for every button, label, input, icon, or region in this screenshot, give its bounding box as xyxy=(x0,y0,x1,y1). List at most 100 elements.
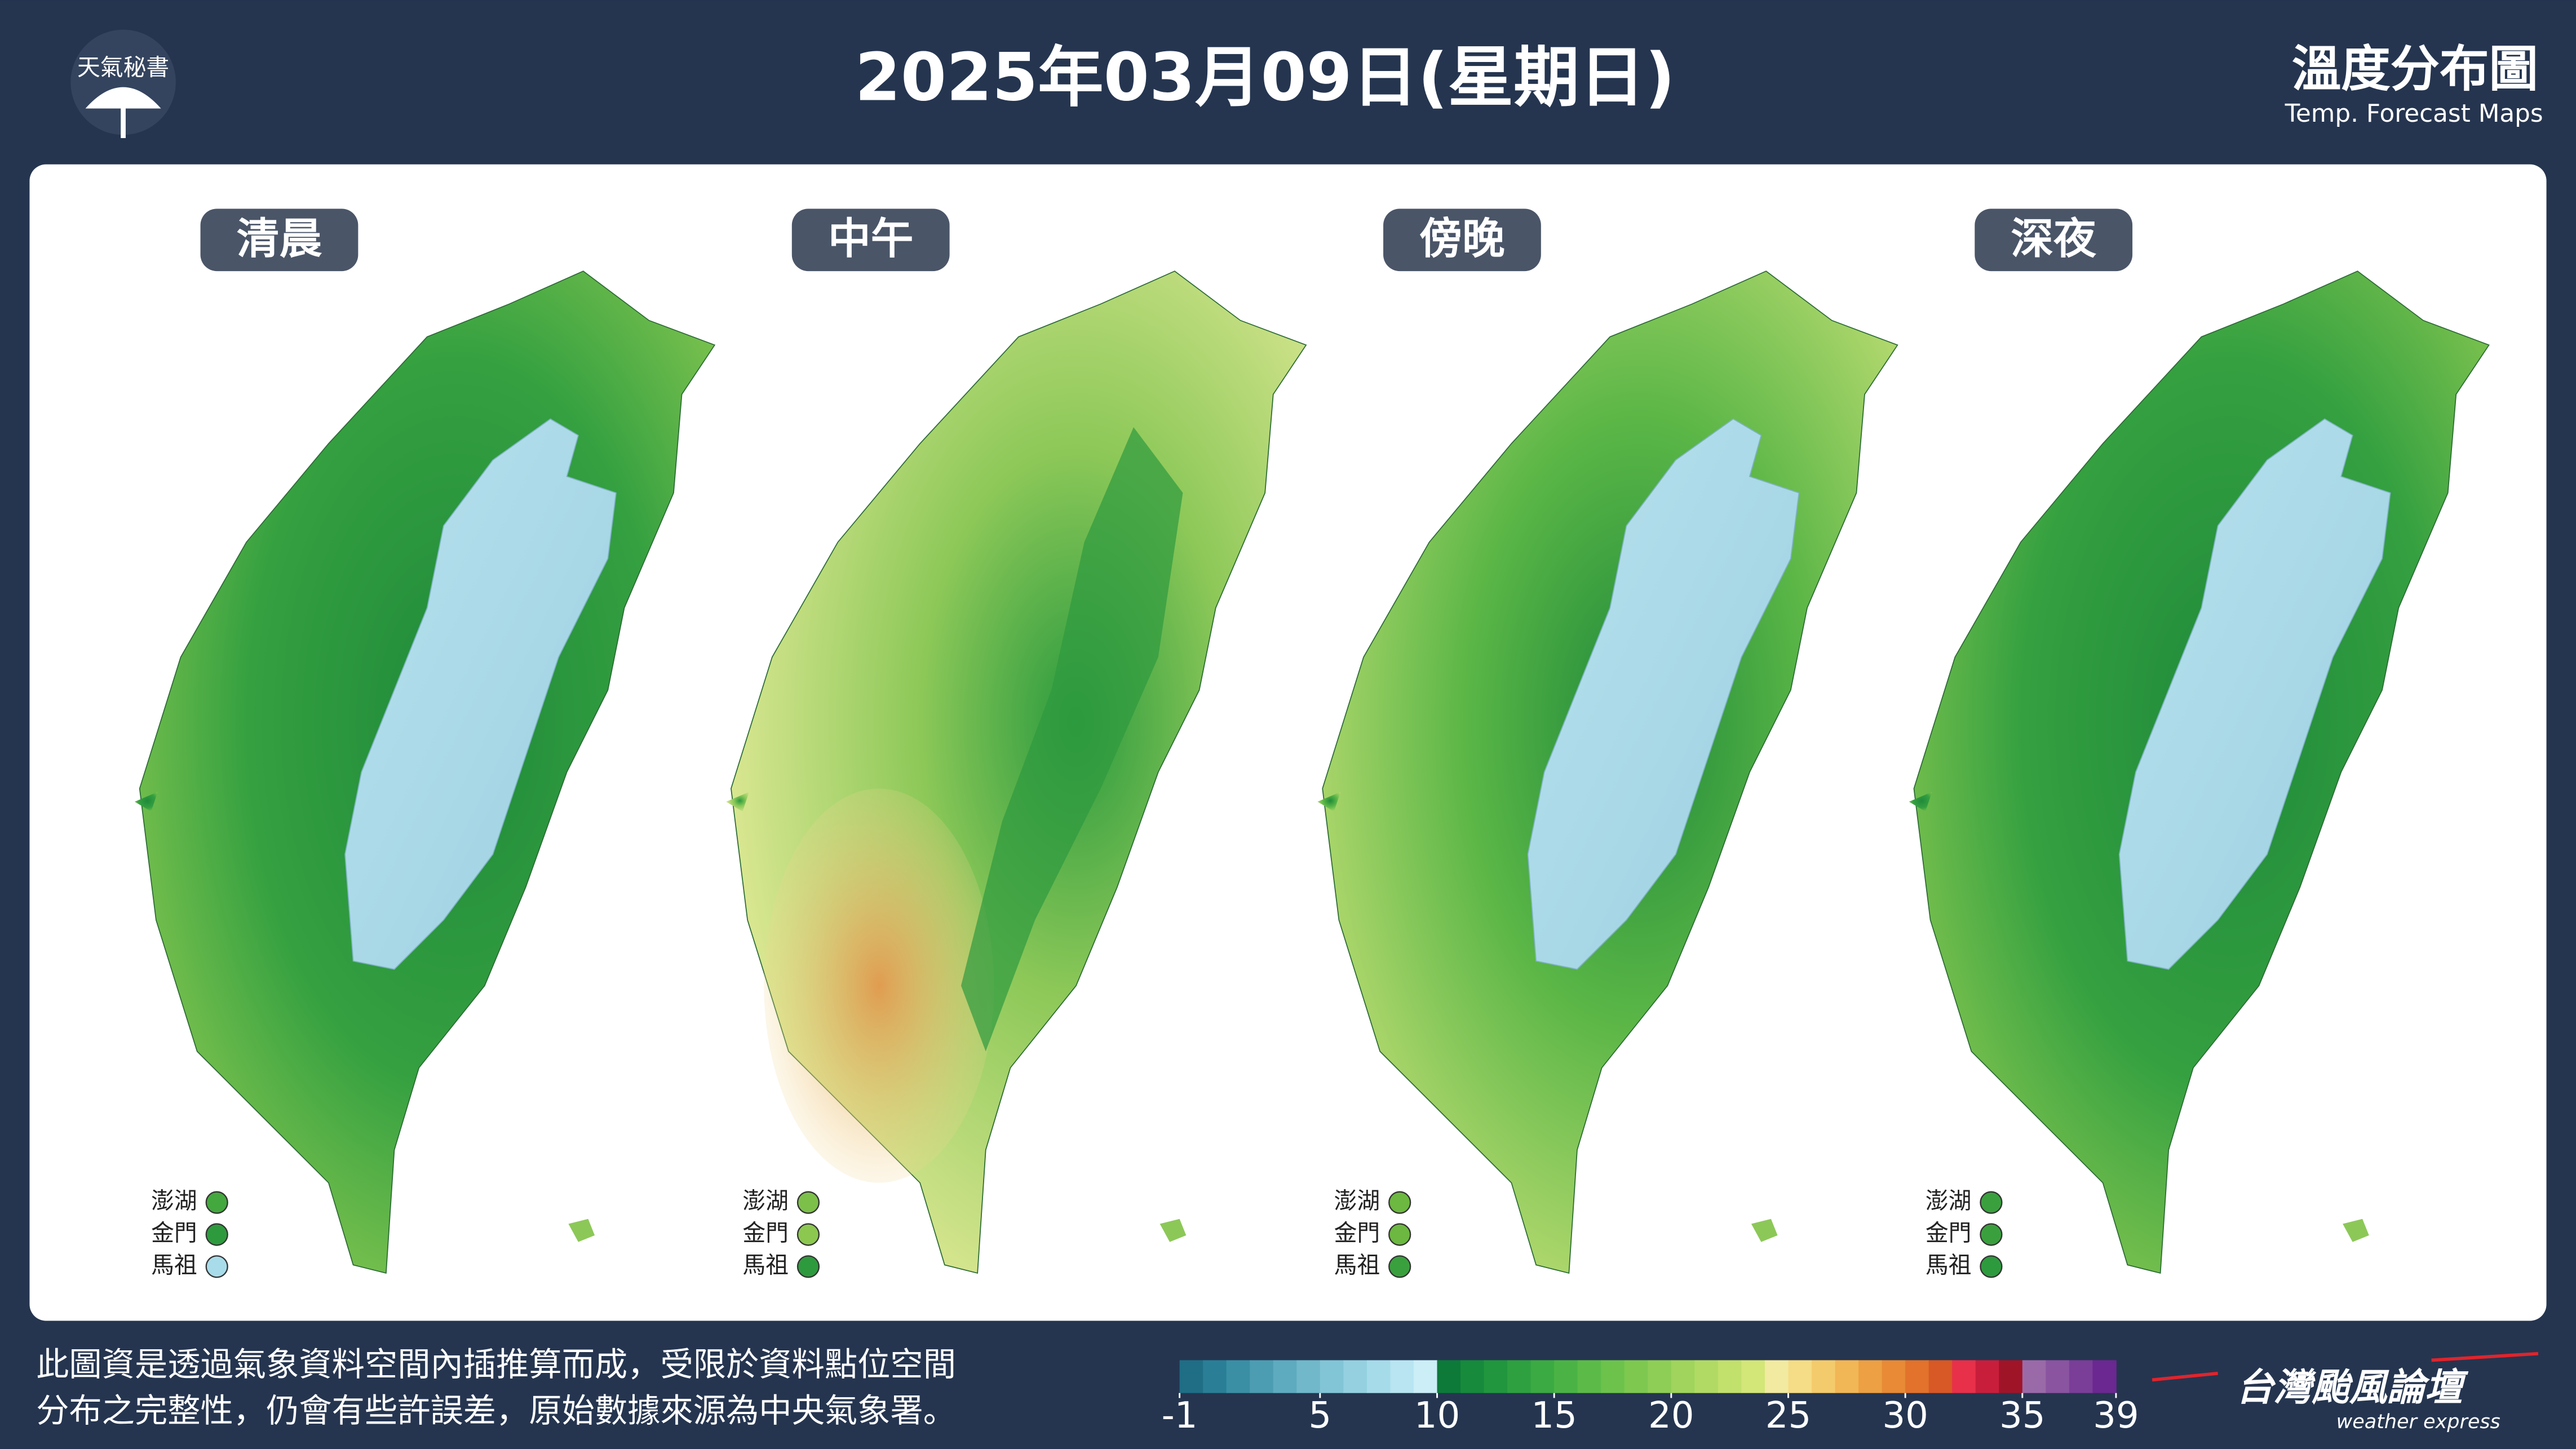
colorbar-swatch xyxy=(1882,1360,1906,1393)
island-dot xyxy=(796,1191,820,1214)
colorbar-swatch xyxy=(1999,1360,2023,1393)
colorbar-swatch xyxy=(2069,1360,2093,1393)
brand-line xyxy=(2152,1371,2218,1382)
island-name: 馬祖 xyxy=(1334,1251,1380,1278)
cold-area xyxy=(2118,418,2391,970)
mountain-area xyxy=(961,427,1183,1052)
colorbar-swatch xyxy=(1179,1360,1204,1393)
colorbar-tick-label: 20 xyxy=(1648,1394,1694,1437)
colorbar-swatch xyxy=(1203,1360,1227,1393)
colorbar-tick-label: 39 xyxy=(2093,1394,2139,1437)
island-dot xyxy=(205,1223,228,1246)
island-dot xyxy=(1388,1255,1411,1278)
colorbar-swatch xyxy=(1694,1360,1719,1393)
colorbar-swatch xyxy=(2022,1360,2047,1393)
colorbar-swatch xyxy=(1577,1360,1602,1393)
island-name: 金門 xyxy=(151,1219,197,1246)
period-label: 傍晚 xyxy=(1419,214,1505,264)
colorbar-swatch xyxy=(1975,1360,2000,1393)
colorbar-swatch xyxy=(1648,1360,1672,1393)
colorbar-swatch xyxy=(1952,1360,1976,1393)
period-label: 清晨 xyxy=(237,214,322,264)
period-label-bg xyxy=(200,209,358,272)
colorbar-tick-label: 15 xyxy=(1531,1394,1577,1437)
colorbar-swatch xyxy=(1296,1360,1321,1393)
brand-line xyxy=(2431,1351,2539,1362)
colorbar-tick-label: 35 xyxy=(1999,1394,2046,1437)
island-name: 澎湖 xyxy=(1926,1187,1972,1215)
period-label: 深夜 xyxy=(2011,214,2096,264)
penghu xyxy=(1909,791,1932,812)
colorbar-swatch xyxy=(1624,1360,1649,1393)
island-dot xyxy=(796,1255,820,1278)
colorbar-swatch xyxy=(1718,1360,1742,1393)
island-name: 金門 xyxy=(742,1219,789,1246)
colorbar-swatch xyxy=(1835,1360,1859,1393)
cold-area xyxy=(1527,418,1800,970)
colorbar-swatch xyxy=(1413,1360,1438,1393)
island-dot xyxy=(1388,1223,1411,1246)
colorbar-swatch xyxy=(1366,1360,1391,1393)
colorbar-swatch xyxy=(1484,1360,1508,1393)
colorbar-swatch xyxy=(1343,1360,1367,1393)
colorbar: -1 5 10 15 20 25 30 35 39 xyxy=(1162,1360,2139,1437)
green-island xyxy=(568,1218,595,1242)
colorbar-swatch xyxy=(2046,1360,2070,1393)
island-dot xyxy=(1980,1191,2003,1214)
colorbar-swatch xyxy=(1764,1360,1789,1393)
colorbar-swatch xyxy=(1530,1360,1555,1393)
island-name: 澎湖 xyxy=(1334,1187,1380,1215)
period-label: 中午 xyxy=(828,214,914,264)
colorbar-swatch xyxy=(1812,1360,1836,1393)
map-title: 溫度分布圖 xyxy=(2292,40,2538,98)
warm-area xyxy=(764,788,994,1183)
colorbar-swatch xyxy=(1320,1360,1344,1393)
colorbar-swatch xyxy=(1390,1360,1414,1393)
island-name: 馬祖 xyxy=(1926,1251,1972,1278)
cold-area xyxy=(344,418,617,970)
colorbar-swatch xyxy=(1250,1360,1274,1393)
colorbar-swatch xyxy=(2092,1360,2117,1393)
island-name: 澎湖 xyxy=(151,1187,197,1215)
island-name: 金門 xyxy=(1926,1219,1972,1246)
island-name: 金門 xyxy=(1334,1219,1380,1246)
island-name: 馬祖 xyxy=(151,1251,197,1278)
map-subtitle: Temp. Forecast Maps xyxy=(2285,99,2543,128)
penghu xyxy=(726,791,750,812)
island-dot xyxy=(796,1223,820,1246)
colorbar-swatch xyxy=(1905,1360,1929,1393)
green-island xyxy=(1159,1218,1187,1242)
island-dot xyxy=(205,1255,228,1278)
period-label-bg xyxy=(1975,209,2133,272)
island-name: 澎湖 xyxy=(742,1187,789,1215)
colorbar-tick-label: 5 xyxy=(1308,1394,1331,1437)
colorbar-swatch xyxy=(1273,1360,1298,1393)
colorbar-swatch xyxy=(1788,1360,1812,1393)
island-dot xyxy=(1388,1191,1411,1214)
green-island xyxy=(1751,1218,1778,1242)
colorbar-swatch xyxy=(1928,1360,1953,1393)
logo-text: 天氣秘書 xyxy=(77,54,169,81)
page-title: 2025年03月09日(星期日) xyxy=(855,40,1675,116)
colorbar-swatch xyxy=(1858,1360,1883,1393)
logo-umbrella xyxy=(85,87,161,109)
colorbar-swatch xyxy=(1460,1360,1485,1393)
penghu xyxy=(134,791,158,812)
colorbar-swatch xyxy=(1507,1360,1532,1393)
colorbar-swatch xyxy=(1671,1360,1696,1393)
colorbar-swatch xyxy=(1554,1360,1578,1393)
colorbar-swatch xyxy=(1437,1360,1461,1393)
period-label-bg xyxy=(791,209,950,272)
island-dot xyxy=(205,1191,228,1214)
colorbar-tick-label: 10 xyxy=(1414,1394,1460,1437)
colorbar-swatch xyxy=(1226,1360,1251,1393)
island-dot xyxy=(1980,1255,2003,1278)
colorbar-swatch xyxy=(1741,1360,1765,1393)
period-label-bg xyxy=(1383,209,1541,272)
brand-name: 台灣颱風論壇 xyxy=(2236,1365,2469,1409)
